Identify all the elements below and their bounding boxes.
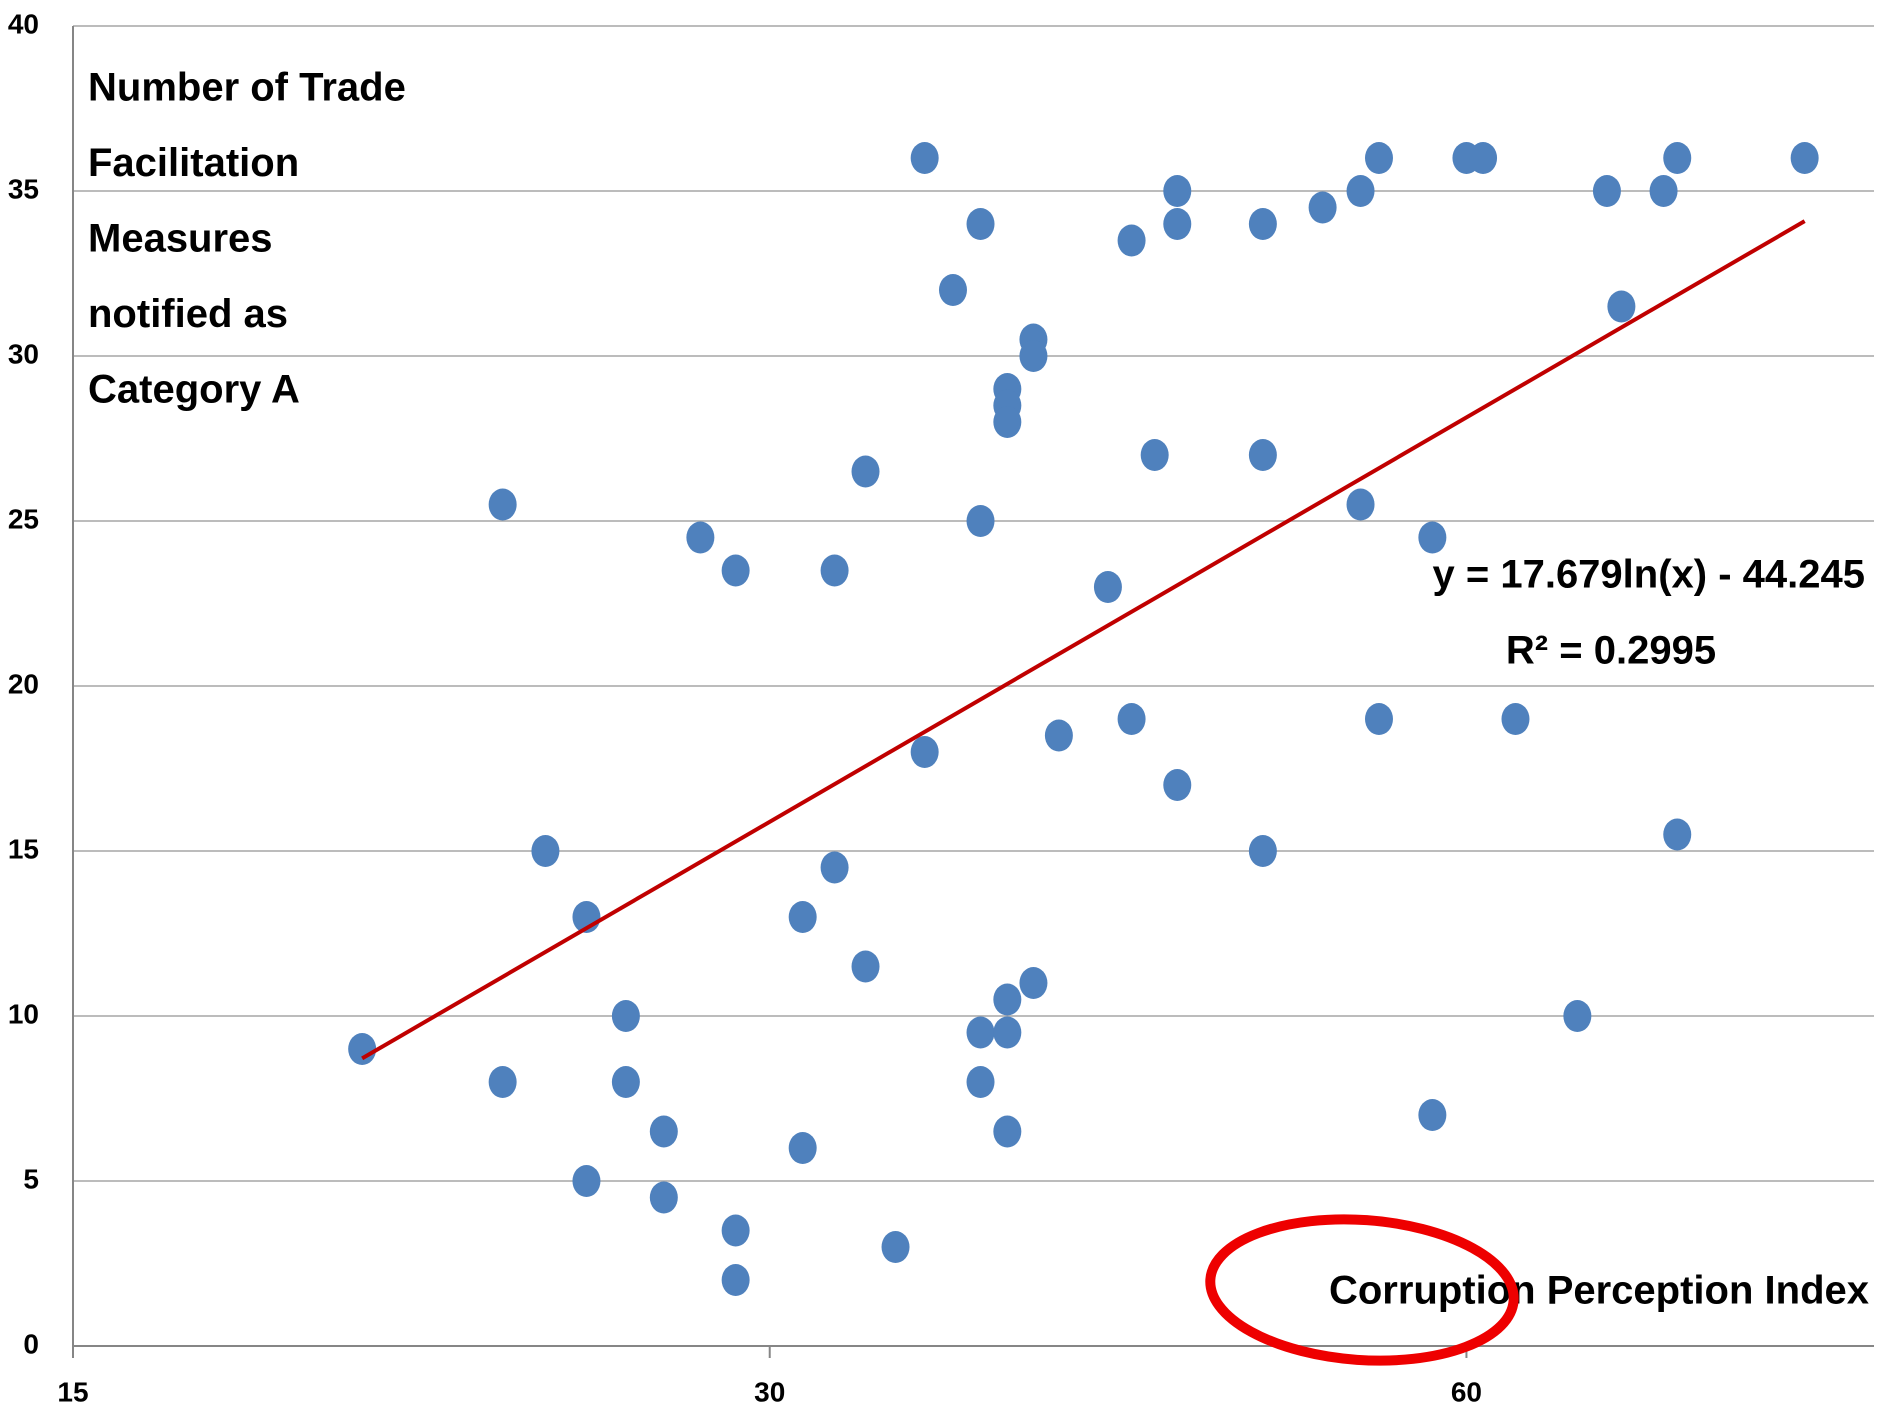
x-tick-label: 15 (57, 1376, 88, 1407)
point (1469, 142, 1498, 174)
point (348, 1033, 377, 1065)
point (788, 1132, 817, 1164)
point (1308, 191, 1337, 224)
point (611, 1000, 640, 1032)
point (910, 142, 939, 174)
point (649, 1115, 678, 1148)
point (1248, 439, 1277, 471)
y-axis-title: notified as (88, 292, 288, 336)
y-tick-label: 30 (8, 338, 39, 369)
y-axis-title: Number of Trade (88, 66, 406, 110)
y-axis-title: Category A (88, 368, 300, 412)
y-tick-label: 40 (8, 8, 39, 39)
y-axis-title: Measures (88, 217, 273, 261)
point (1364, 142, 1393, 174)
point (881, 1231, 910, 1263)
trendline-r-squared: R² = 0.2995 (1506, 629, 1716, 673)
point (1019, 340, 1048, 372)
point (1044, 719, 1073, 752)
y-tick-label: 35 (8, 173, 39, 204)
point (1163, 208, 1192, 240)
point (910, 736, 939, 768)
x-tick-label: 30 (754, 1376, 785, 1407)
point (488, 488, 517, 521)
point (1346, 488, 1375, 521)
point (1607, 290, 1636, 323)
y-tick-label: 20 (8, 668, 39, 699)
point (1346, 175, 1375, 207)
y-axis-title: Facilitation (88, 141, 299, 185)
point (1663, 142, 1692, 174)
point (851, 455, 880, 488)
point (966, 1066, 995, 1098)
point (938, 274, 967, 306)
point (1418, 1099, 1447, 1131)
point (1140, 439, 1169, 471)
point (721, 1214, 750, 1247)
point (993, 1016, 1022, 1049)
x-tick-label: 60 (1451, 1376, 1482, 1407)
point (1163, 175, 1192, 207)
y-tick-label: 5 (23, 1163, 39, 1194)
point (1163, 769, 1192, 801)
point (788, 901, 817, 933)
point (649, 1181, 678, 1214)
point (1248, 835, 1277, 867)
y-tick-label: 25 (8, 503, 39, 534)
trendline (361, 219, 1806, 1061)
point (966, 1016, 995, 1049)
point (1563, 1000, 1592, 1032)
point (488, 1066, 517, 1098)
point (820, 554, 849, 587)
highlight-ellipse (1205, 1214, 1519, 1366)
trendline-equation: y = 17.679ln(x) - 44.245 (1433, 553, 1866, 597)
x-axis-title: Corruption Perception Index (1329, 1269, 1869, 1313)
point (531, 835, 560, 867)
point (1364, 703, 1393, 735)
point (993, 406, 1022, 438)
point (721, 1264, 750, 1296)
point (993, 1115, 1022, 1148)
point (1019, 967, 1048, 999)
point (572, 1165, 601, 1197)
point (1501, 703, 1530, 735)
point (1418, 521, 1447, 554)
point (1093, 571, 1122, 603)
y-tick-label: 0 (23, 1328, 39, 1359)
point (1592, 175, 1621, 207)
point (966, 505, 995, 537)
point (1248, 208, 1277, 240)
point (686, 521, 715, 554)
point (611, 1066, 640, 1098)
y-tick-label: 10 (8, 998, 39, 1029)
point (1117, 703, 1146, 735)
point (1790, 142, 1819, 174)
point (993, 983, 1022, 1016)
point (721, 554, 750, 587)
point (820, 851, 849, 884)
point (966, 208, 995, 240)
point (1117, 224, 1146, 257)
point (1649, 175, 1678, 207)
point (851, 950, 880, 983)
point (1663, 818, 1692, 851)
y-tick-label: 15 (8, 833, 39, 864)
